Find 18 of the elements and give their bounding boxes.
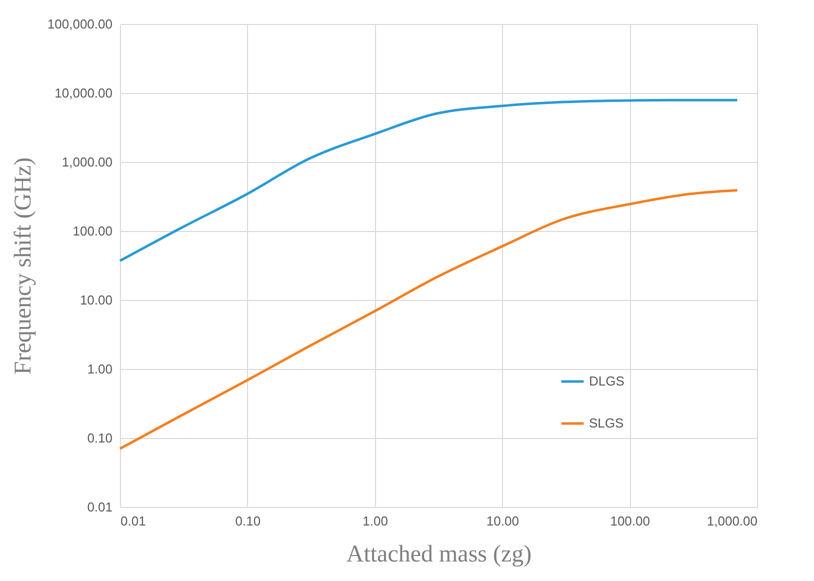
y-tick-label: 10,000.00 xyxy=(54,86,112,100)
x-tick-label: 0.10 xyxy=(235,514,261,528)
y-axis-title: Frequency shift (GHz) xyxy=(10,157,36,375)
y-tick-label: 100.00 xyxy=(72,224,112,238)
x-tick-label: 10.00 xyxy=(486,514,519,528)
x-axis-title: Attached mass (zg) xyxy=(346,542,532,568)
y-tick-label: 1.00 xyxy=(87,362,112,376)
y-tick-label: 0.10 xyxy=(87,430,112,446)
y-tick-label: 0.01 xyxy=(87,500,112,514)
legend-label: DLGS xyxy=(589,374,625,388)
y-tick-label: 1,000.00 xyxy=(62,154,112,170)
y-tick-label: 10.00 xyxy=(80,292,112,308)
x-tick-label: 1.00 xyxy=(362,514,388,528)
x-tick-label: 1,000.00 xyxy=(706,514,758,528)
legend-label: SLGS xyxy=(589,416,624,430)
x-tick-label: 100.00 xyxy=(610,514,650,528)
x-tick-label: 0.01 xyxy=(120,514,146,528)
y-tick-label: 100,000.00 xyxy=(47,16,112,32)
